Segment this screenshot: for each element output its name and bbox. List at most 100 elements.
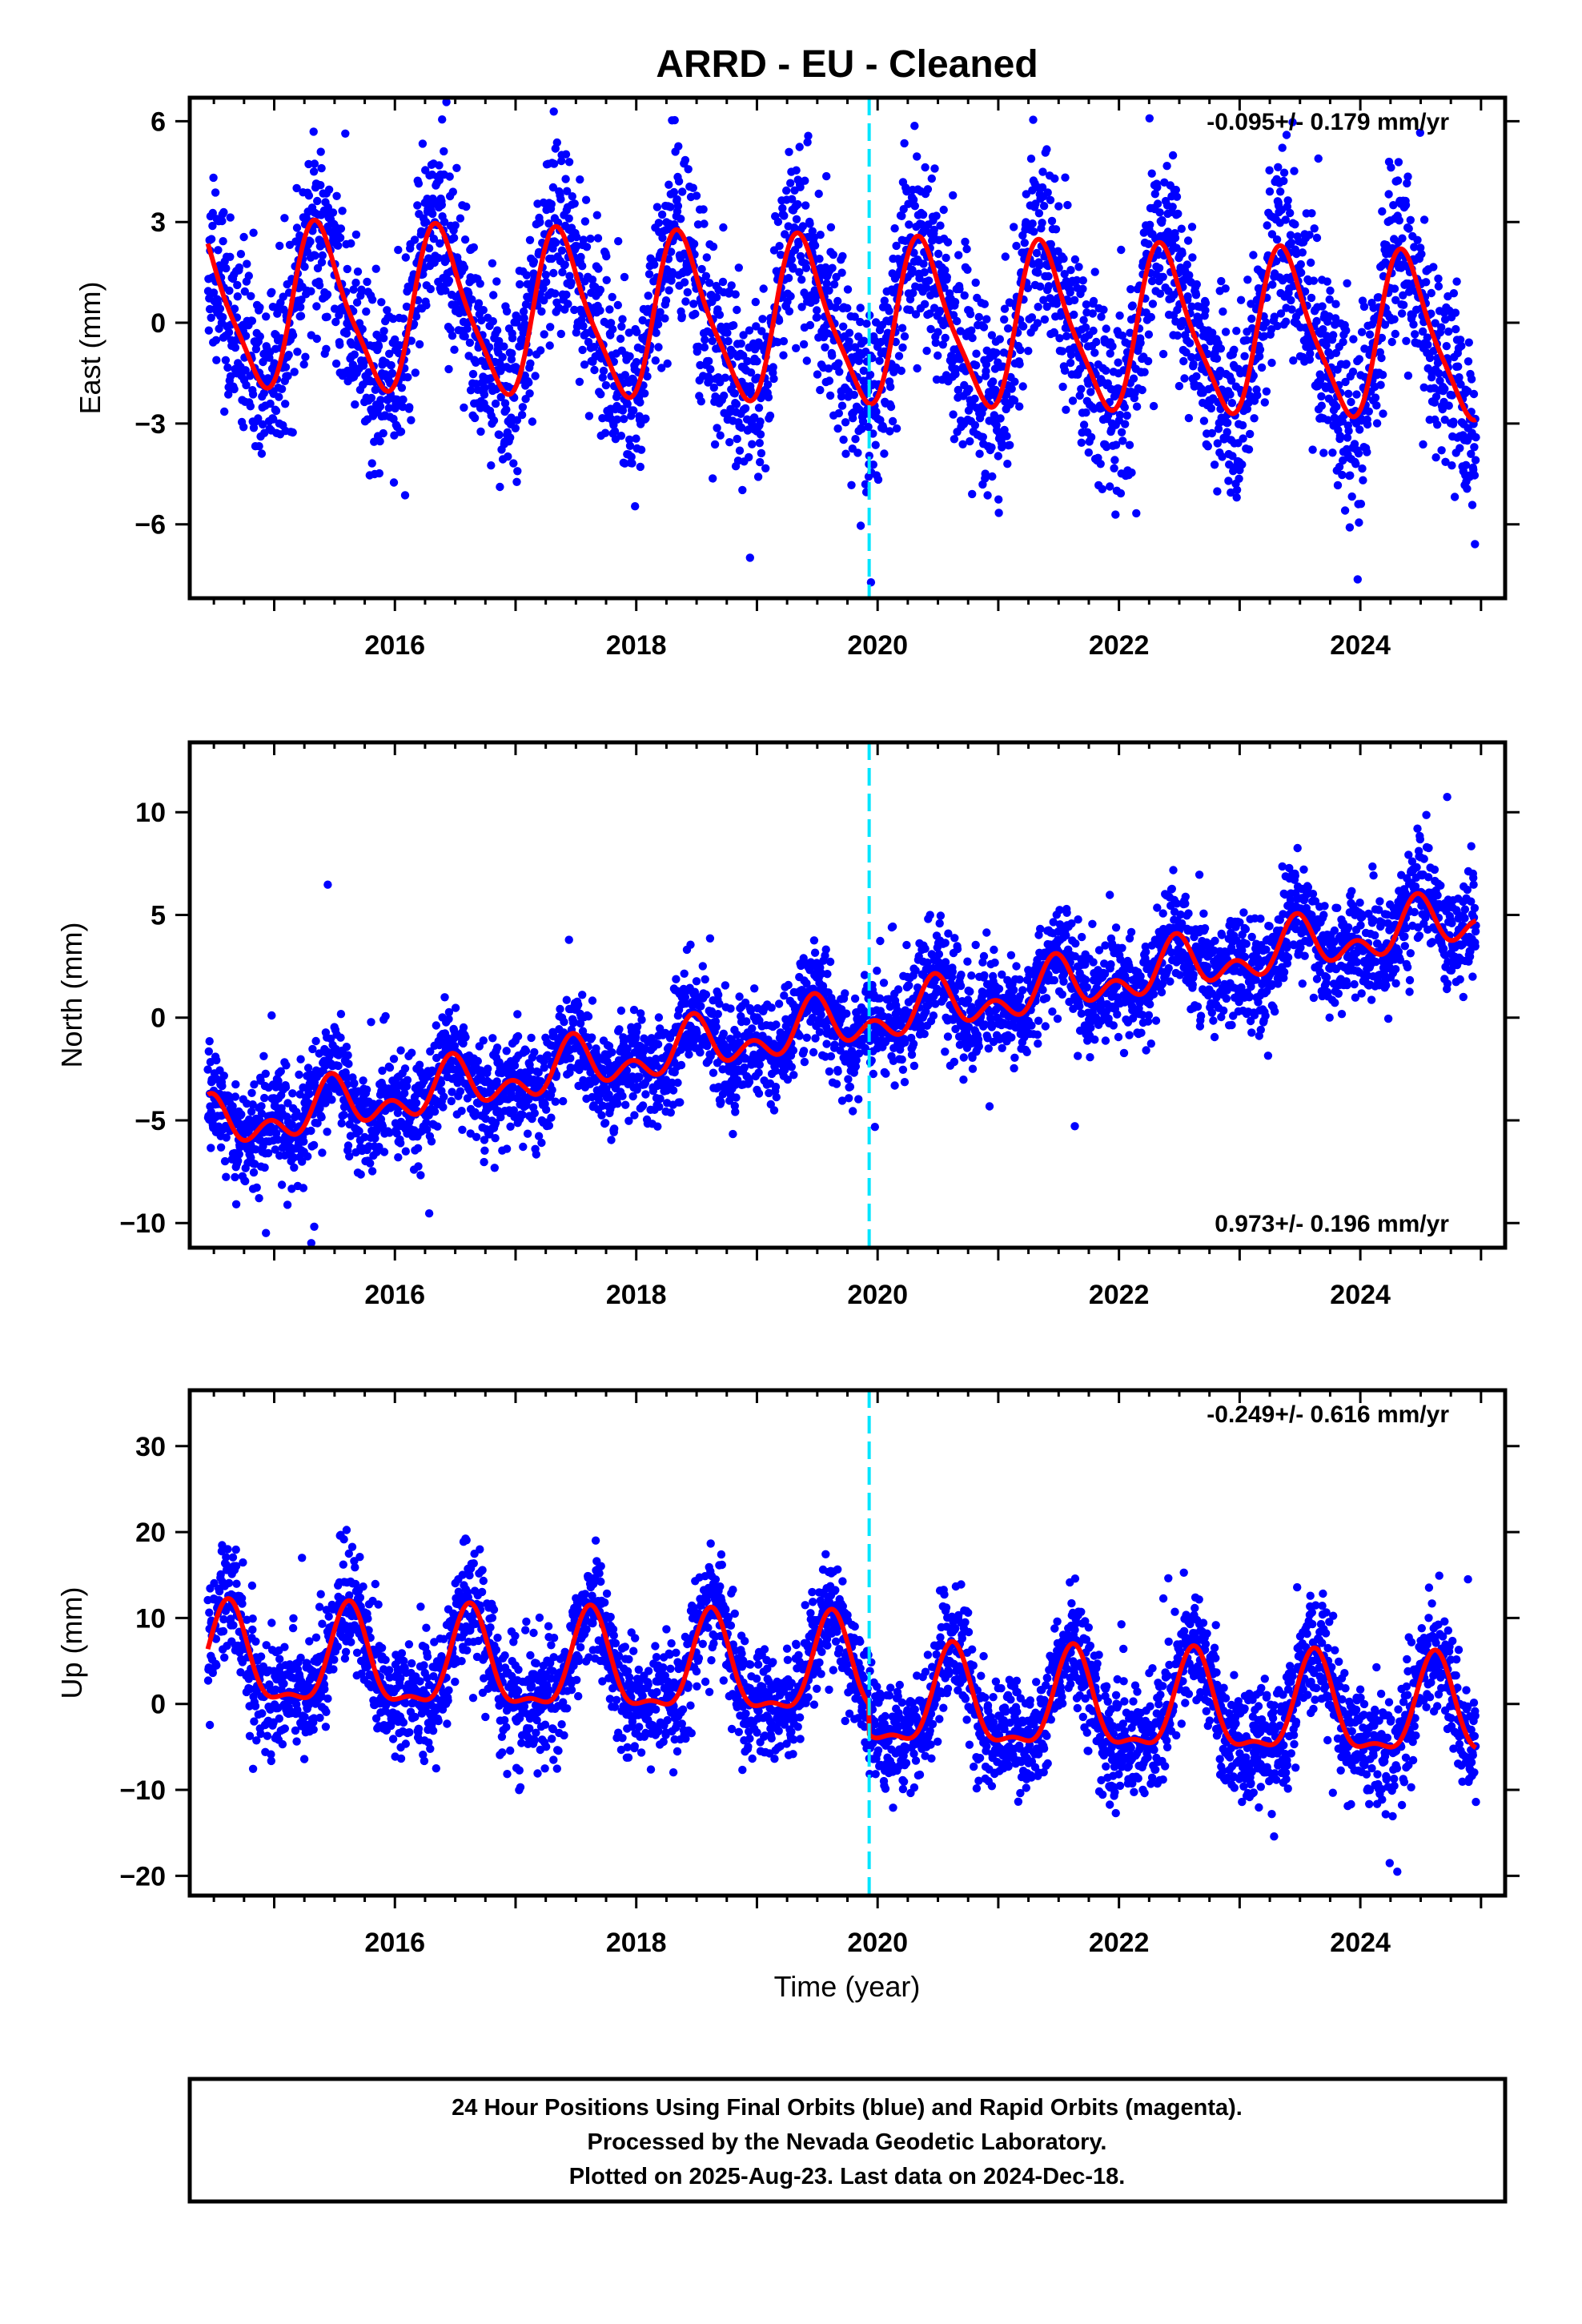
data-point <box>1178 249 1186 258</box>
data-point <box>1218 452 1227 461</box>
x-tick-label: 2016 <box>364 630 425 661</box>
data-point <box>385 1063 395 1072</box>
data-point <box>1472 432 1480 442</box>
data-point <box>440 993 449 1002</box>
data-point <box>809 233 819 242</box>
data-point <box>323 312 331 321</box>
data-point <box>643 372 652 381</box>
data-point <box>1447 461 1456 470</box>
data-point <box>674 177 684 186</box>
data-point <box>1470 471 1480 480</box>
data-point <box>447 1096 456 1106</box>
data-point <box>750 413 759 422</box>
data-point <box>426 1047 435 1056</box>
data-point <box>1114 358 1122 367</box>
data-point <box>821 343 829 352</box>
data-point <box>866 578 876 587</box>
data-point <box>623 400 632 408</box>
data-point <box>1129 374 1138 383</box>
data-point <box>970 394 979 404</box>
figure-title: ARRD - EU - Cleaned <box>656 43 1038 86</box>
data-point <box>950 435 959 444</box>
data-point <box>525 389 534 398</box>
data-point <box>548 1085 556 1095</box>
data-point <box>312 334 321 344</box>
data-point <box>1427 288 1436 298</box>
data-point <box>865 370 875 380</box>
data-point <box>1329 331 1338 340</box>
data-point <box>542 277 551 287</box>
data-point <box>1267 358 1276 368</box>
data-point <box>715 310 725 320</box>
data-point <box>1429 263 1438 271</box>
data-point <box>214 246 223 255</box>
data-point <box>300 262 309 271</box>
data-point <box>701 336 709 344</box>
data-point <box>1236 296 1246 304</box>
data-point <box>1290 167 1299 175</box>
data-point <box>625 352 634 361</box>
data-point <box>1127 468 1136 477</box>
data-point <box>737 423 746 432</box>
data-point <box>296 312 306 320</box>
data-point <box>1132 509 1141 518</box>
data-point <box>1081 323 1090 332</box>
data-point <box>860 336 869 345</box>
data-point <box>920 300 930 308</box>
data-point <box>1010 377 1019 386</box>
data-point <box>780 211 789 220</box>
data-point <box>440 217 449 227</box>
data-point <box>1467 449 1476 458</box>
data-point <box>839 322 848 331</box>
data-point <box>509 1106 518 1115</box>
data-point <box>1355 425 1364 434</box>
data-point <box>822 171 831 181</box>
data-point <box>661 296 671 305</box>
data-point <box>364 368 373 377</box>
data-point <box>528 417 537 426</box>
data-point <box>424 254 433 263</box>
data-point <box>502 307 512 316</box>
data-point <box>575 377 584 386</box>
data-point <box>1335 432 1345 440</box>
data-point <box>219 312 227 322</box>
data-point <box>281 400 290 408</box>
data-point <box>255 332 264 341</box>
data-point <box>477 316 486 325</box>
data-point <box>231 1200 241 1209</box>
data-point <box>242 380 251 390</box>
data-point <box>1335 462 1344 472</box>
data-point <box>1170 233 1180 243</box>
data-point <box>1260 398 1270 407</box>
data-point <box>1086 388 1095 396</box>
data-point <box>436 1078 446 1088</box>
y-tick-label: 6 <box>151 107 166 137</box>
data-point <box>1353 575 1363 584</box>
data-point <box>799 340 809 349</box>
data-point <box>1066 266 1075 275</box>
data-point <box>636 462 644 472</box>
data-point <box>452 163 461 172</box>
data-point <box>1274 163 1283 171</box>
data-point <box>1032 248 1042 258</box>
data-point <box>994 509 1003 517</box>
data-point <box>1419 440 1427 449</box>
data-point <box>693 220 703 229</box>
data-point <box>1425 353 1435 363</box>
data-point <box>261 1069 270 1079</box>
data-point <box>310 1222 319 1232</box>
data-point <box>1399 300 1408 309</box>
data-point <box>602 275 611 284</box>
data-point <box>1089 326 1098 336</box>
data-point <box>930 225 938 235</box>
data-point <box>1434 274 1443 283</box>
data-point <box>801 263 811 272</box>
data-point <box>608 1047 616 1057</box>
data-point <box>353 267 363 276</box>
data-point <box>630 1111 639 1120</box>
data-point <box>1471 456 1480 464</box>
data-point <box>990 411 999 420</box>
data-point <box>1419 215 1429 224</box>
data-point <box>833 424 842 433</box>
data-point <box>252 1183 261 1192</box>
